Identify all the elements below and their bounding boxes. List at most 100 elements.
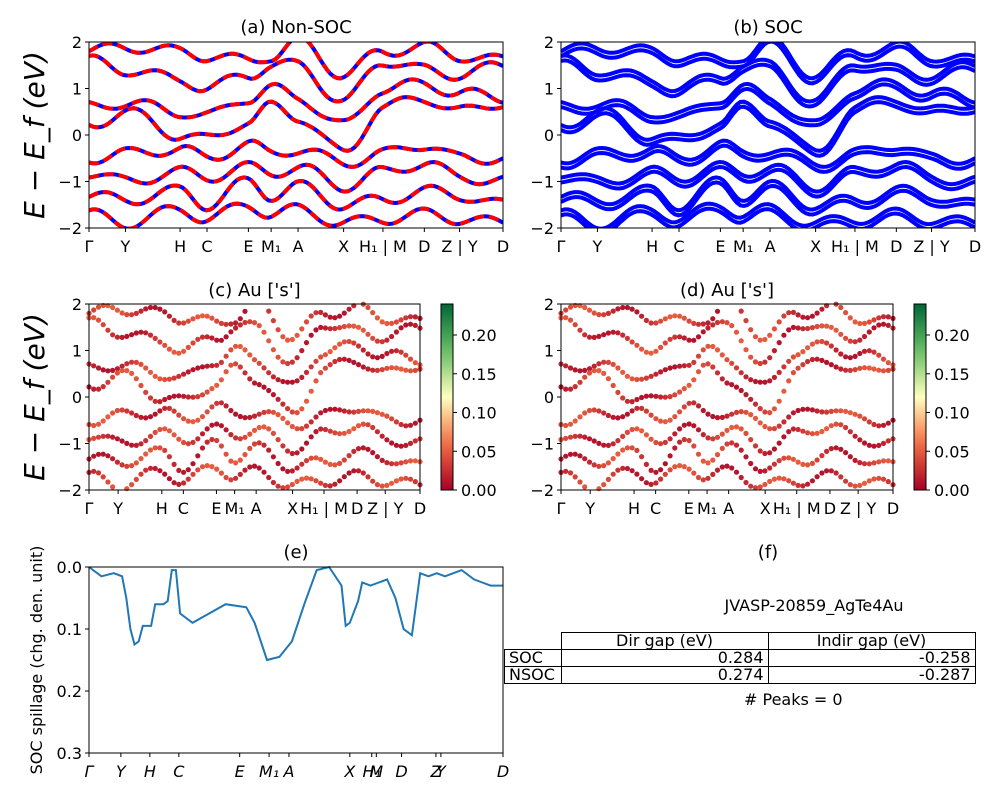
weight-point [365,422,371,428]
weight-point [738,474,744,481]
weight-point [861,416,868,422]
weight-point [398,443,404,449]
weight-point [876,352,882,358]
weight-point [672,431,678,437]
weight-point [251,441,258,447]
weight-point [733,442,740,448]
weight-point [138,308,144,314]
weight-point [214,466,220,472]
weight-point [251,427,258,433]
weight-point [596,361,602,367]
weight-point [781,476,787,482]
weight-point [237,364,243,370]
weight-point [110,332,116,338]
weight-point [190,316,196,322]
weight-point [176,467,182,473]
weight-point [407,422,414,428]
weight-point [143,467,149,473]
weight-point [322,426,328,433]
weight-point [738,308,744,314]
weight-point [795,312,801,318]
colorbar [913,303,927,491]
weight-point [672,445,678,451]
weight-point [582,367,588,373]
weight-point [738,447,744,453]
weight-point [322,482,328,488]
weight-point [828,362,834,368]
weight-point [233,475,239,481]
gap-table: Dir gap (eV) Indir gap (eV) SOC 0.284 -0… [504,632,976,684]
weight-point [247,376,253,382]
weight-point [710,322,716,328]
weight-point [384,460,390,466]
weight-point [733,424,740,430]
weight-point [596,463,602,469]
weight-point [133,359,139,365]
x-tick-label: Γ [557,499,566,518]
weight-point [289,450,295,457]
weight-point [852,319,858,325]
table-row: NSOC 0.274 -0.287 [504,666,976,684]
weight-point [838,446,844,452]
weight-point [162,405,168,411]
weight-point [686,318,692,324]
weight-point [738,338,744,344]
weight-point [355,408,362,414]
weight-point [100,322,106,328]
weight-point [695,474,702,481]
x-tick-label: Y [592,237,603,256]
weight-point [710,413,716,420]
weight-point [124,408,130,414]
weight-point [133,442,139,448]
weight-point [610,382,616,389]
weight-point [171,349,177,355]
weight-point [880,314,887,320]
weight-point [147,433,154,439]
weight-point [185,418,191,424]
band-line [561,82,975,128]
panel-b: (b) SOC 2 1 0 −1 −2Γ Y H C E M₁ A X H₁ | M D Z | Y D [530,17,981,256]
weight-point [857,350,863,357]
weight-point [767,378,773,384]
weight-point [327,483,333,489]
weight-point [790,426,797,432]
weight-point [218,320,224,326]
panel-title: (b) SOC [733,17,802,38]
weight-point [403,352,409,358]
table-header-row: Dir gap (eV) Indir gap (eV) [505,632,976,650]
panel-title: (c) Au ['s'] [208,280,300,301]
weight-point [567,421,574,427]
weight-point [605,460,612,466]
weight-point [767,465,773,471]
weight-point [771,446,778,452]
weight-point [209,464,215,470]
weight-point [407,368,414,374]
weight-point [365,366,371,372]
weight-point [833,421,839,427]
weight-point [824,426,830,432]
weight-point [171,432,177,438]
weight-point [686,400,692,406]
weight-point [624,465,631,472]
weight-point [601,442,607,448]
weight-point [341,339,347,345]
weight-point [389,333,395,340]
band-line [561,100,975,158]
weight-point [143,451,149,457]
weight-point [124,486,130,492]
weight-point [605,412,612,419]
weight-point [303,475,310,481]
weight-point [308,364,314,370]
weight-point [152,373,158,379]
weight-point [294,450,300,456]
weight-point [147,414,154,420]
weight-point [705,320,711,326]
weight-point [876,442,882,448]
weight-point [190,367,196,373]
weight-point [567,304,574,310]
x-tick-label: E [243,237,253,256]
weight-point [639,476,645,482]
indir-gap-value: -0.258 [767,649,976,667]
weight-point [710,436,716,442]
weight-point [757,337,763,343]
